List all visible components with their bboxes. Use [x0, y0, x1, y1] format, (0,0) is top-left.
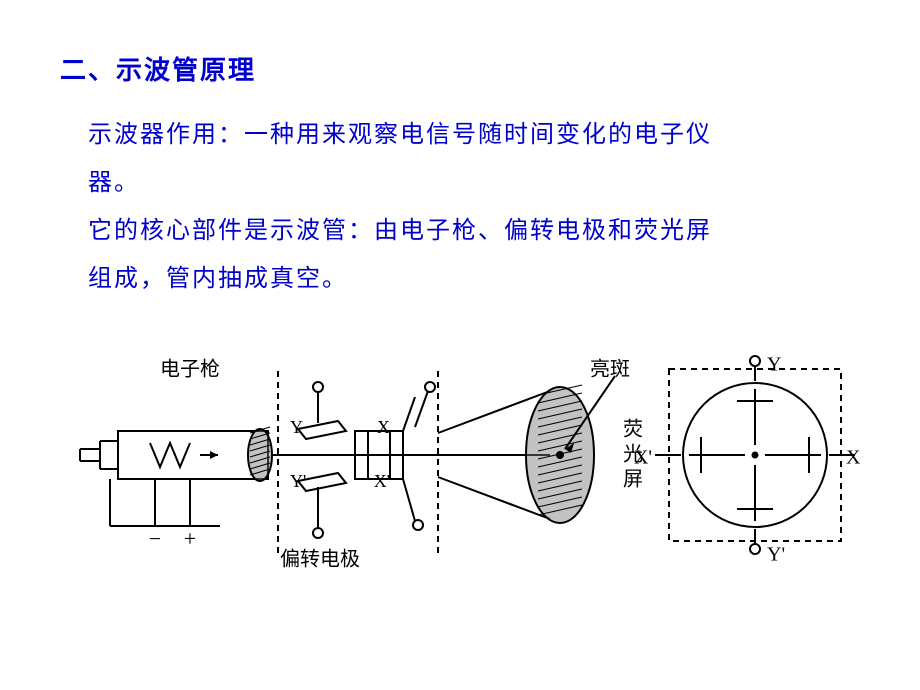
- svg-text:X': X': [634, 447, 652, 469]
- svg-text:X: X: [377, 417, 390, 437]
- svg-text:X': X': [374, 471, 390, 491]
- svg-text:X: X: [846, 447, 860, 469]
- svg-text:Y': Y': [767, 544, 785, 566]
- section-heading: 二、示波管原理: [60, 50, 860, 87]
- svg-text:偏转电极: 偏转电极: [280, 548, 360, 571]
- svg-text:Y: Y: [290, 417, 303, 437]
- svg-text:Y': Y': [290, 471, 306, 491]
- body-text: 示波器作用：一种用来观察电信号随时间变化的电子仪 器。 它的核心部件是示波管：由…: [88, 111, 860, 303]
- svg-text:+: +: [184, 526, 196, 551]
- oscilloscope-diagram: 电子枪偏转电极亮斑荧光屏−+YY'XX'YY'XX': [60, 331, 860, 591]
- svg-text:Y: Y: [767, 354, 781, 376]
- svg-text:荧: 荧: [623, 418, 643, 441]
- paragraph-line: 示波器作用：一种用来观察电信号随时间变化的电子仪: [88, 111, 860, 159]
- svg-text:屏: 屏: [623, 469, 643, 491]
- paragraph-line: 组成，管内抽成真空。: [88, 255, 860, 303]
- paragraph-line: 它的核心部件是示波管：由电子枪、偏转电极和荧光屏: [88, 207, 860, 255]
- svg-text:电子枪: 电子枪: [160, 358, 220, 381]
- paragraph-line: 器。: [88, 159, 860, 207]
- svg-text:亮斑: 亮斑: [590, 358, 630, 381]
- svg-text:−: −: [149, 526, 161, 551]
